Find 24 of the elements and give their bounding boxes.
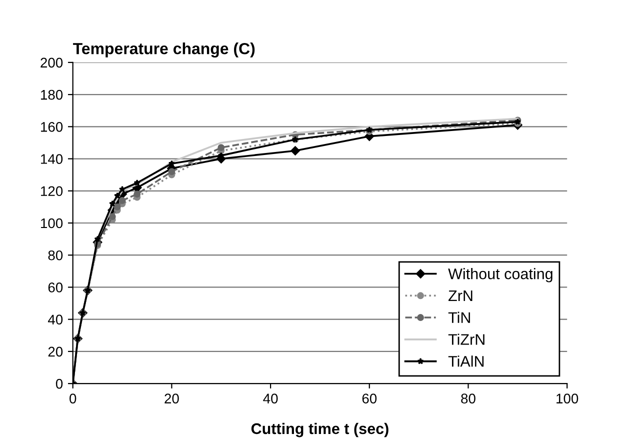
x-tick-label: 60	[362, 394, 377, 404]
y-tick-label: 80	[48, 250, 63, 260]
y-tick-label: 40	[48, 314, 63, 325]
x-tick-label: 0	[70, 394, 76, 404]
legend-label: ZrN	[448, 290, 472, 301]
legend-label: Without coating	[448, 268, 552, 282]
y-tick-label: 180	[41, 90, 63, 100]
y-tick-label: 20	[48, 346, 63, 357]
x-tick-label: 40	[263, 394, 278, 404]
y-tick-label: 0	[56, 378, 63, 389]
y-tick-label: 120	[41, 186, 63, 196]
x-axis-title: Cutting time t (sec)	[251, 422, 388, 438]
x-tick-label: 80	[461, 394, 476, 404]
y-tick-label: 160	[41, 122, 63, 132]
legend-label: TiAlN	[448, 356, 484, 367]
y-tick-label: 60	[48, 282, 63, 292]
legend-label: TiZrN	[448, 334, 484, 345]
legend-label: TiN	[448, 312, 470, 323]
y-tick-label: 100	[41, 218, 63, 228]
x-tick-label: 100	[556, 394, 578, 404]
y-tick-label: 140	[41, 154, 63, 164]
x-tick-label: 20	[164, 394, 179, 404]
chart-title: Temperature change (C)	[73, 42, 255, 58]
y-tick-label: 200	[40, 58, 63, 68]
